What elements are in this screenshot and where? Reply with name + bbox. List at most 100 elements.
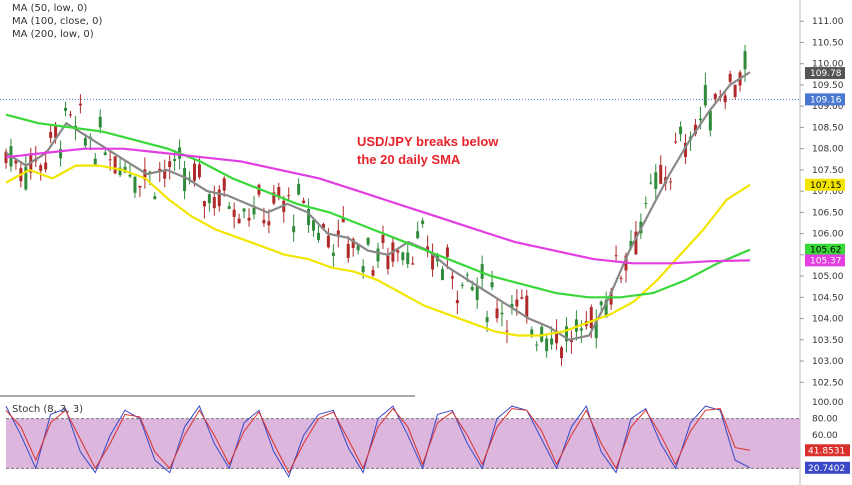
candle-body xyxy=(470,286,474,291)
candle-body xyxy=(202,201,206,207)
candle-body xyxy=(654,172,658,189)
y-tick-label: 107.50 xyxy=(812,166,844,176)
candle-body xyxy=(312,220,316,231)
candle-body xyxy=(733,84,737,97)
candle-body xyxy=(4,151,8,164)
candle-body xyxy=(440,269,444,281)
candle-body xyxy=(545,338,549,352)
moving-average-lines xyxy=(5,71,751,341)
candle-body xyxy=(118,167,122,176)
candle-body xyxy=(217,189,221,207)
candle-body xyxy=(475,286,479,301)
candle-body xyxy=(287,195,291,197)
y-tick-label: 103.00 xyxy=(812,357,844,367)
candle-body xyxy=(277,187,281,197)
candle-body xyxy=(98,116,102,128)
candle-body xyxy=(326,235,330,248)
candle-body xyxy=(490,282,494,288)
candle-body xyxy=(44,162,48,170)
price-axis: 111.00 110.50 110.00 109.50 109.00 108.50 108.… xyxy=(799,0,844,485)
candle-body xyxy=(510,303,514,308)
y-tick-label: 110.00 xyxy=(812,60,844,70)
candle-body xyxy=(128,174,132,177)
candle-body xyxy=(262,219,266,224)
candle-body xyxy=(659,164,663,184)
candle-body xyxy=(168,161,172,168)
candle-body xyxy=(321,223,325,229)
candle-body xyxy=(227,206,231,209)
candle-body xyxy=(49,131,53,138)
candle-body xyxy=(173,158,177,162)
candle-body xyxy=(535,344,539,346)
candle-body xyxy=(574,319,578,332)
candle-body xyxy=(505,330,509,332)
candle-body xyxy=(743,51,747,70)
candle-body xyxy=(381,234,385,243)
stoch-tick-label: 100.00 xyxy=(812,398,844,408)
candle-body xyxy=(594,319,598,339)
candle-body xyxy=(723,95,727,103)
candle-body xyxy=(153,196,157,200)
ma-line-3 xyxy=(5,147,751,265)
candle-body xyxy=(679,126,683,135)
candle-body xyxy=(59,149,63,159)
stoch-line-0 xyxy=(5,405,751,478)
ma-line-1 xyxy=(5,164,751,337)
stoch-value-box xyxy=(805,444,850,457)
price-label-box xyxy=(805,243,845,256)
price-label-box xyxy=(805,93,845,106)
stoch-value-text: 41.8531 xyxy=(808,446,845,456)
candle-body xyxy=(703,85,707,106)
price-label-text: 109.78 xyxy=(810,69,842,79)
candle-body xyxy=(133,176,137,193)
y-tick-label: 105.00 xyxy=(812,272,844,282)
candle-body xyxy=(450,276,454,279)
candle-body xyxy=(222,178,226,191)
candle-body xyxy=(64,107,68,111)
candle-body xyxy=(411,263,415,265)
candle-body xyxy=(108,159,112,161)
candle-body xyxy=(555,330,559,344)
candle-body xyxy=(143,169,147,180)
candle-body xyxy=(307,209,311,226)
candle-body xyxy=(604,300,608,318)
candle-body xyxy=(336,230,340,235)
candle-body xyxy=(619,277,623,279)
y-tick-label: 106.00 xyxy=(812,230,844,240)
candle-body xyxy=(138,185,142,188)
candle-body xyxy=(500,312,504,315)
y-tick-label: 103.50 xyxy=(812,336,844,346)
candle-body xyxy=(93,158,97,165)
y-tick-label: 108.50 xyxy=(812,123,844,133)
candle-body xyxy=(550,338,554,345)
price-label-box xyxy=(805,178,845,191)
price-label-text: 109.16 xyxy=(810,95,842,105)
candle-body xyxy=(728,73,732,82)
stoch-value-text: 20.7402 xyxy=(808,464,845,474)
y-tick-label: 109.50 xyxy=(812,81,844,91)
candle-body xyxy=(356,244,360,251)
candle-body xyxy=(39,165,43,171)
candle-body xyxy=(485,317,489,323)
candle-body xyxy=(83,137,87,146)
stoch-title: Stoch (8, 3, 3) xyxy=(12,404,84,415)
candle-body xyxy=(693,124,697,135)
y-tick-label: 108.00 xyxy=(812,145,844,155)
candle-body xyxy=(163,171,167,179)
candle-body xyxy=(614,255,618,257)
candle-body xyxy=(366,237,370,245)
candle-body xyxy=(297,183,301,195)
candlesticks xyxy=(4,45,747,367)
candle-body xyxy=(599,301,603,306)
candle-body xyxy=(431,253,435,270)
price-label-text: 105.62 xyxy=(810,246,842,256)
candle-body xyxy=(292,226,296,233)
candle-body xyxy=(197,164,201,178)
candle-body xyxy=(54,124,58,138)
candle-body xyxy=(103,152,107,156)
y-tick-label: 107.00 xyxy=(812,187,844,197)
candle-body xyxy=(495,308,499,319)
y-tick-label: 102.50 xyxy=(812,378,844,388)
